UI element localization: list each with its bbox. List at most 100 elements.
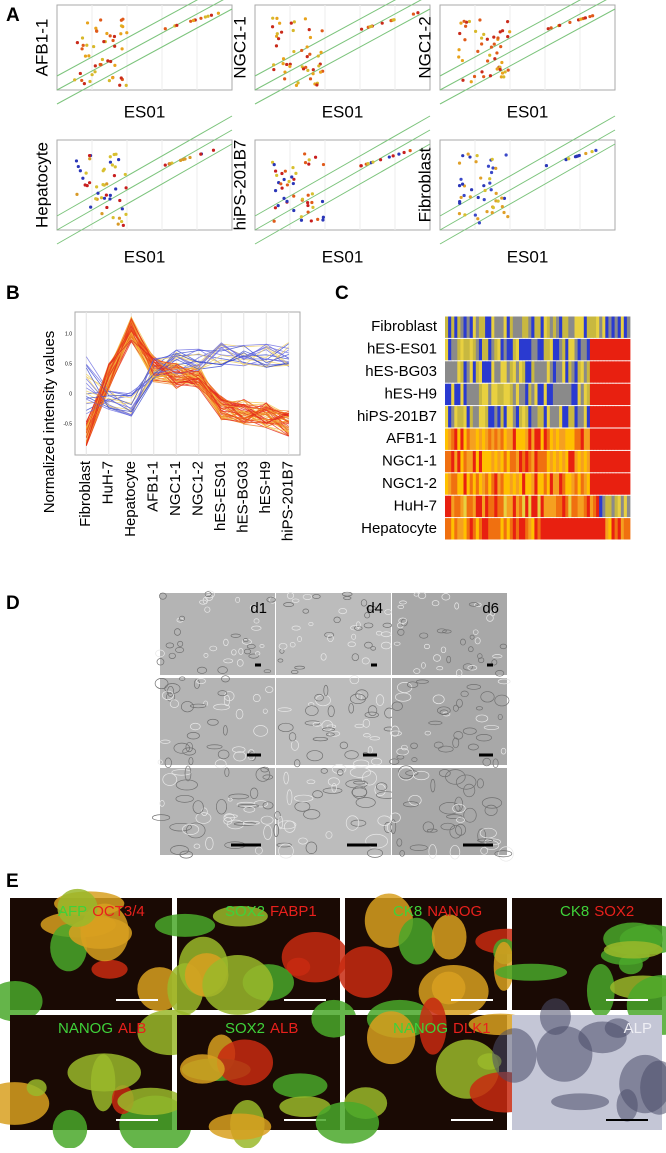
heat-cell xyxy=(593,338,597,361)
cell xyxy=(203,652,209,658)
heat-cell xyxy=(478,406,483,428)
cell xyxy=(398,617,407,624)
point xyxy=(457,212,462,216)
point xyxy=(318,70,323,74)
heat-cell xyxy=(448,518,452,540)
cell xyxy=(362,718,371,728)
heat-cell xyxy=(475,361,480,383)
heat-cell xyxy=(577,406,582,428)
profile-line xyxy=(86,352,289,413)
point xyxy=(178,158,183,162)
heat-cell xyxy=(611,361,615,383)
heat-cell xyxy=(602,450,606,473)
point xyxy=(469,80,473,84)
cell xyxy=(222,725,228,736)
point xyxy=(292,194,296,198)
colony xyxy=(419,997,447,1055)
heat-cell xyxy=(488,495,492,518)
cell xyxy=(341,591,353,597)
category-label: AFB1-1 xyxy=(145,461,162,512)
heat-cell xyxy=(509,450,514,473)
x-axis-label: ES01 xyxy=(507,247,549,266)
point xyxy=(502,75,506,79)
colony xyxy=(286,957,311,976)
point xyxy=(359,27,364,31)
cell xyxy=(303,809,321,820)
cell xyxy=(349,766,372,778)
heat-cell xyxy=(605,450,609,473)
heat-cell xyxy=(562,361,566,383)
cell xyxy=(365,833,388,849)
heat-cell xyxy=(534,518,538,540)
heat-cell xyxy=(494,316,498,338)
heat-cell xyxy=(623,495,628,518)
y-axis-label: Normalized intensity values xyxy=(41,331,58,514)
heat-cell xyxy=(494,428,498,450)
heat-cell xyxy=(602,495,606,518)
cell xyxy=(396,754,405,760)
cell xyxy=(393,641,401,646)
cell xyxy=(423,643,430,650)
heat-cell xyxy=(509,316,514,338)
point xyxy=(96,191,100,195)
cell xyxy=(408,794,422,806)
point xyxy=(273,189,278,193)
heat-cell xyxy=(500,383,504,406)
heat-cell xyxy=(593,495,597,518)
cell xyxy=(253,800,269,808)
cell xyxy=(230,633,241,638)
point xyxy=(391,18,395,22)
heat-cell xyxy=(475,406,480,428)
x-axis-label: ES01 xyxy=(507,102,549,121)
point xyxy=(310,192,314,196)
heat-cell xyxy=(494,361,498,383)
cell xyxy=(389,730,402,737)
heat-cell xyxy=(540,518,545,540)
heat-cell xyxy=(562,518,566,540)
heat-cell xyxy=(525,316,529,338)
heat-cell xyxy=(580,473,585,495)
heat-cell xyxy=(475,383,480,406)
heat-cell xyxy=(494,383,498,406)
point xyxy=(291,165,295,170)
heat-cell xyxy=(596,495,600,518)
heat-cell xyxy=(485,361,489,383)
cell xyxy=(353,780,366,785)
timepoint-label: d4 xyxy=(366,600,383,617)
cell xyxy=(249,787,259,799)
heat-cell xyxy=(552,383,557,406)
cell xyxy=(254,846,263,855)
point xyxy=(211,148,216,152)
heat-cell xyxy=(466,450,471,473)
heat-cell xyxy=(546,495,551,518)
heat-cell xyxy=(451,361,455,383)
point xyxy=(303,152,307,156)
point xyxy=(590,149,594,154)
cell xyxy=(274,811,281,820)
cell xyxy=(348,703,354,714)
point xyxy=(461,78,465,82)
point xyxy=(464,20,469,24)
point xyxy=(496,199,500,203)
heat-cell xyxy=(454,495,458,518)
heat-cell xyxy=(500,406,504,428)
heat-cell xyxy=(546,450,551,473)
heat-cell xyxy=(491,473,495,495)
point xyxy=(93,64,97,68)
heat-cell xyxy=(549,428,554,450)
stain-label: NANOG DLK1 xyxy=(393,1020,491,1037)
point xyxy=(283,77,287,81)
timepoint-label: d1 xyxy=(250,600,267,617)
cell xyxy=(255,651,261,656)
point xyxy=(476,195,480,200)
point xyxy=(491,166,495,170)
profile-line xyxy=(86,346,290,403)
point xyxy=(120,207,124,211)
heat-cell xyxy=(454,406,458,428)
heat-cell xyxy=(580,428,585,450)
cell xyxy=(180,701,194,713)
cell xyxy=(306,779,316,785)
colony xyxy=(586,963,615,1018)
point xyxy=(108,197,112,201)
heat-cell xyxy=(583,338,588,361)
